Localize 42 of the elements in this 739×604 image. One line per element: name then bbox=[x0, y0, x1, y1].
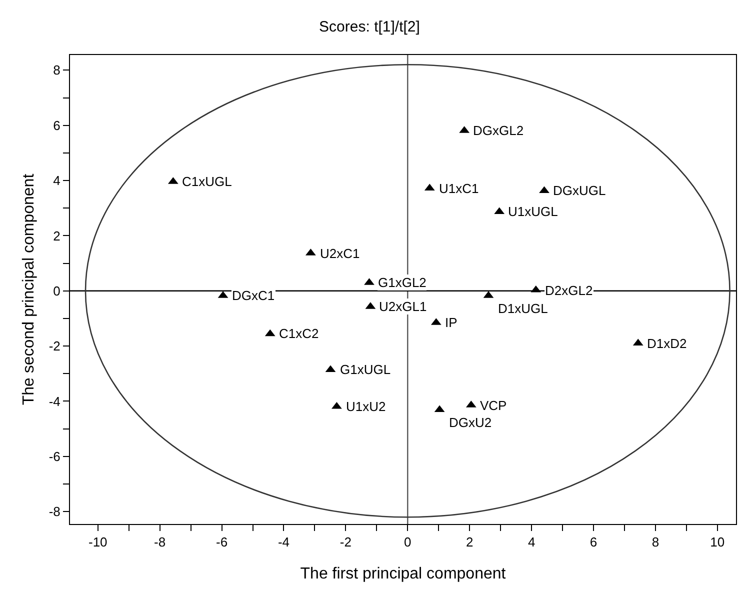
y-tick-label: -4 bbox=[48, 394, 60, 409]
data-label: DGxUGL bbox=[553, 183, 606, 198]
y-tick-label: 2 bbox=[53, 228, 60, 244]
x-axis-title: The first principal component bbox=[300, 565, 506, 582]
data-label: C1xC2 bbox=[279, 326, 319, 341]
x-tick-label: 6 bbox=[590, 534, 598, 550]
x-tick-label: 4 bbox=[528, 534, 536, 550]
y-tick-label: -6 bbox=[48, 448, 60, 464]
data-label: C1xUGL bbox=[182, 174, 232, 189]
x-tick-label: -2 bbox=[340, 534, 352, 550]
x-tick-label: -10 bbox=[88, 534, 108, 550]
point bbox=[332, 402, 342, 409]
y-tick-label: 6 bbox=[53, 118, 60, 133]
x-tick-label: 0 bbox=[404, 534, 412, 550]
data-label: IP bbox=[445, 315, 458, 330]
y-tick-label: -2 bbox=[48, 338, 60, 354]
data-label: DGxC1 bbox=[232, 288, 275, 303]
y-tick-label: 0 bbox=[53, 283, 60, 298]
x-tick-label: 10 bbox=[710, 534, 725, 550]
data-label: U2xGL1 bbox=[379, 299, 427, 314]
y-tick-label: 4 bbox=[53, 173, 60, 188]
data-label: U1xC1 bbox=[439, 181, 479, 196]
data-label: DGxU2 bbox=[449, 415, 492, 430]
x-tick-label: 8 bbox=[652, 534, 660, 550]
y-tick-label: 8 bbox=[53, 62, 60, 78]
chart-title: Scores: t[1]/t[2] bbox=[319, 18, 420, 36]
data-label: DGxGL2 bbox=[473, 123, 524, 138]
data-label: G1xGL2 bbox=[378, 275, 426, 290]
data-label: G1xUGL bbox=[340, 362, 391, 377]
x-tick-label: -6 bbox=[216, 534, 228, 550]
x-tick-label: -4 bbox=[278, 534, 290, 550]
data-label: D1xD2 bbox=[647, 336, 687, 351]
data-label: U1xUGL bbox=[508, 204, 558, 219]
x-tick-label: 2 bbox=[466, 534, 474, 550]
data-label: VCP bbox=[480, 398, 507, 413]
data-label: D2xGL2 bbox=[545, 283, 593, 298]
data-label: U2xC1 bbox=[320, 246, 360, 261]
y-axis-title: The second principal component bbox=[20, 173, 38, 406]
x-tick-label: -8 bbox=[154, 534, 166, 550]
data-label: U1xU2 bbox=[346, 399, 386, 414]
data-label: D1xUGL bbox=[498, 301, 548, 316]
y-tick-label: -8 bbox=[48, 504, 60, 520]
